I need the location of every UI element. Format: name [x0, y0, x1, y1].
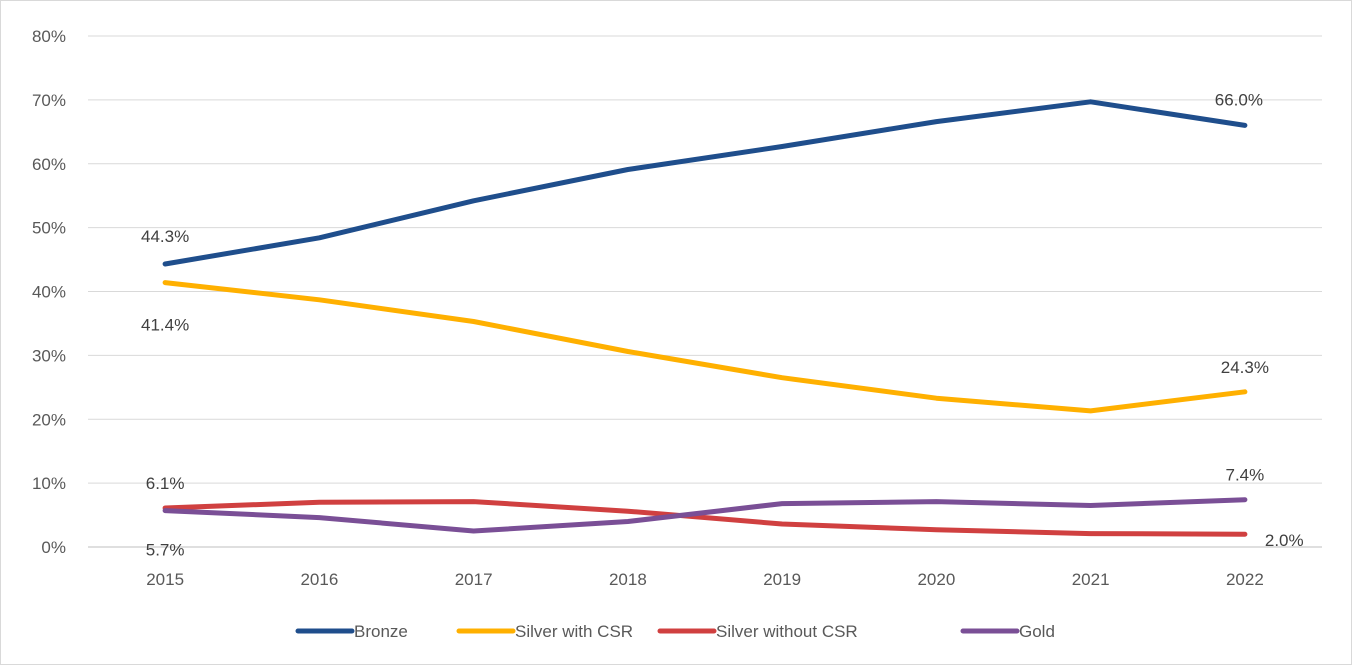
y-tick-label: 20%: [32, 410, 66, 429]
x-tick-label: 2018: [609, 570, 647, 589]
gridlines: [88, 35, 1322, 548]
x-tick-label: 2020: [917, 570, 955, 589]
y-tick-label: 80%: [32, 27, 66, 46]
legend-label: Bronze: [354, 622, 408, 641]
legend: Bronze Silver with CSR Silver without CSR G…: [295, 622, 1055, 641]
series-line-bronze: [162, 99, 1248, 267]
data-label: 5.7%: [146, 541, 185, 560]
data-label: 24.3%: [1221, 358, 1269, 377]
y-tick-label: 0%: [41, 538, 66, 557]
y-tick-label: 30%: [32, 346, 66, 365]
data-label: 2.0%: [1265, 531, 1304, 550]
series-line-silver-with-csr: [162, 280, 1248, 414]
data-label: 44.3%: [141, 227, 189, 246]
y-tick-label: 50%: [32, 219, 66, 238]
y-tick-label: 60%: [32, 155, 66, 174]
legend-label: Gold: [1019, 622, 1055, 641]
x-tick-label: 2022: [1226, 570, 1264, 589]
y-tick-label: 10%: [32, 474, 66, 493]
y-tick-label: 40%: [32, 283, 66, 302]
data-labels: 44.3% 66.0% 41.4% 24.3% 6.1% 2.0% 5.7% 7.4%: [141, 90, 1304, 559]
x-tick-label: 2015: [146, 570, 184, 589]
y-tick-label: 70%: [32, 91, 66, 110]
x-tick-label: 2019: [763, 570, 801, 589]
legend-label: Silver with CSR: [515, 622, 633, 641]
data-label: 6.1%: [146, 474, 185, 493]
x-axis-tick-labels: 2015 2016 2017 2018 2019 2020 2021 2022: [146, 570, 1264, 589]
x-tick-label: 2021: [1072, 570, 1110, 589]
series-line-gold: [162, 497, 1248, 534]
x-tick-label: 2016: [300, 570, 338, 589]
data-label: 41.4%: [141, 316, 189, 335]
y-axis-tick-labels: 0% 10% 20% 30% 40% 50% 60% 70% 80%: [32, 27, 66, 557]
x-tick-label: 2017: [455, 570, 493, 589]
series-line-silver-without-csr: [162, 499, 1248, 537]
data-label: 7.4%: [1226, 466, 1265, 485]
data-label: 66.0%: [1215, 90, 1263, 109]
series-lines: [162, 99, 1248, 537]
legend-label: Silver without CSR: [716, 622, 858, 641]
